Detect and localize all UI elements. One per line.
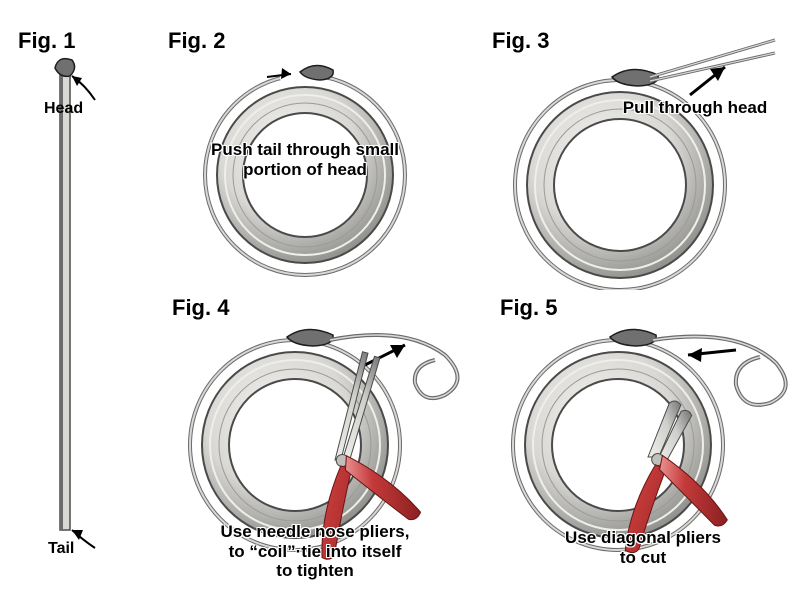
fig1-tail-label: Tail bbox=[48, 540, 74, 558]
panel-fig3: Fig. 3 Pull throu bbox=[470, 0, 800, 290]
panel-fig2: Fig. 2 Push tail through bbox=[150, 0, 460, 290]
panel-fig5: Fig. 5 bbox=[478, 290, 800, 600]
fig2-caption: Push tail through small portion of head bbox=[170, 140, 440, 179]
fig4-caption: Use needle nose pliers, to “coil”·tie in… bbox=[165, 522, 465, 581]
panel-fig1: Fig. 1 Head Tail bbox=[0, 0, 150, 600]
fig1-head-label: Head bbox=[44, 100, 83, 118]
panel-fig4: Fig. 4 bbox=[150, 290, 470, 600]
fig1-diagram bbox=[0, 0, 150, 600]
fig3-diagram bbox=[470, 0, 800, 290]
fig5-caption: Use diagonal pliers to cut bbox=[508, 528, 778, 567]
fig3-caption: Pull through head bbox=[590, 98, 800, 118]
